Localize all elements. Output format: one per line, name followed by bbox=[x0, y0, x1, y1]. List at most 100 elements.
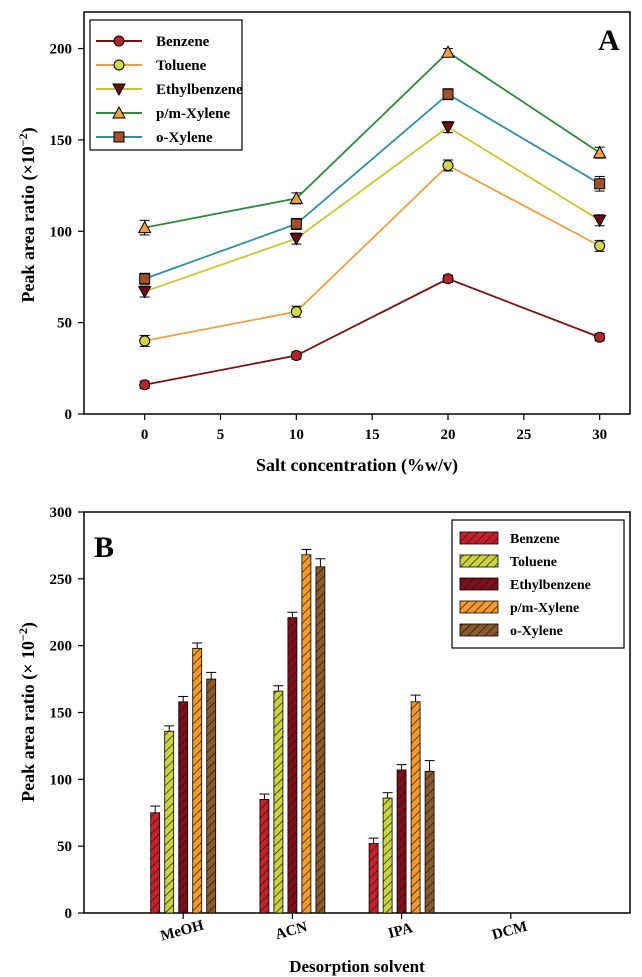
panel-a-y-axis-title-exponent: −2 bbox=[16, 133, 30, 146]
legend-swatch bbox=[459, 600, 499, 614]
bar-ethylbenzene bbox=[396, 769, 407, 914]
x-tick-label: IPA bbox=[387, 920, 415, 942]
bar-o-xylene bbox=[424, 770, 435, 914]
panel-a-label: A bbox=[598, 24, 620, 57]
series-toluene bbox=[139, 159, 606, 347]
bar-group-acn bbox=[259, 548, 326, 914]
data-point bbox=[441, 121, 455, 135]
x-tick-label: 15 bbox=[365, 427, 380, 443]
legend-label: Toluene bbox=[510, 555, 557, 570]
y-tick-label: 200 bbox=[50, 42, 73, 58]
bar-benzene bbox=[259, 798, 270, 914]
panel-b-x-axis-title: Desorption solvent bbox=[289, 957, 425, 976]
data-point bbox=[594, 240, 606, 252]
legend-label: Ethylbenzene bbox=[510, 578, 591, 593]
panel-a-legend: Benzene Toluene Ethylbenzene p/m-Xylene o-Xy… bbox=[89, 19, 243, 151]
data-point bbox=[289, 191, 304, 204]
legend-item-benzene: Benzene bbox=[459, 531, 560, 547]
panel-a-series bbox=[137, 45, 607, 391]
legend-label: o-Xylene bbox=[510, 624, 563, 639]
panel-b-y-axis-title-main: Peak area ratio (× 10 bbox=[18, 641, 39, 802]
data-point bbox=[592, 214, 607, 228]
panel-b-y-axis-title-exponent: −2 bbox=[16, 628, 30, 641]
bar-ethylbenzene bbox=[287, 617, 298, 914]
panel-a-y-axis-title-main: Peak area ratio (×10 bbox=[18, 146, 39, 302]
legend-item-benzene: Benzene bbox=[96, 34, 210, 50]
panel-a-x-axis-title: Salt concentration (%w/v) bbox=[256, 455, 458, 476]
bar-group-ipa bbox=[368, 694, 435, 914]
bar-benzene bbox=[368, 843, 379, 914]
x-tick-label: MeOH bbox=[159, 918, 206, 945]
x-tick-label: 30 bbox=[592, 427, 607, 443]
bar-p-m-xylene bbox=[192, 647, 203, 914]
data-point bbox=[290, 218, 302, 230]
series-line bbox=[144, 51, 601, 229]
legend-marker bbox=[112, 105, 126, 119]
data-point bbox=[594, 178, 606, 190]
data-point bbox=[442, 273, 454, 285]
legend-swatch bbox=[459, 531, 499, 545]
panel-a-plot-frame bbox=[83, 11, 631, 415]
data-point bbox=[290, 350, 302, 362]
bar-group-meoh bbox=[150, 642, 217, 914]
data-point bbox=[137, 220, 152, 234]
series-benzene bbox=[139, 273, 606, 391]
bar-o-xylene bbox=[315, 566, 326, 914]
legend-item-o-xylene: o-Xylene bbox=[96, 130, 213, 146]
y-tick-label: 100 bbox=[50, 772, 73, 788]
x-tick-label: 0 bbox=[141, 427, 149, 443]
panel-b-label: B bbox=[94, 531, 114, 564]
legend-label: Benzene bbox=[156, 34, 210, 50]
series-ethylbenzene bbox=[137, 121, 607, 299]
bar-toluene bbox=[273, 690, 284, 914]
legend-label: Ethylbenzene bbox=[156, 82, 243, 98]
data-point bbox=[139, 273, 151, 285]
y-tick-label: 50 bbox=[57, 316, 72, 332]
x-tick-label: 5 bbox=[217, 427, 225, 443]
panel-a-y-axis-title-close: ) bbox=[18, 127, 39, 133]
legend-swatch bbox=[459, 623, 499, 637]
y-tick-label: 0 bbox=[65, 906, 73, 922]
data-point bbox=[139, 335, 151, 347]
legend-label: o-Xylene bbox=[156, 130, 213, 146]
data-point bbox=[442, 88, 454, 100]
bar-ethylbenzene bbox=[178, 701, 189, 914]
panel-b-y-axis-title: Peak area ratio (× 10−2) bbox=[16, 622, 39, 802]
legend-item-ethylbenzene: Ethylbenzene bbox=[96, 82, 243, 98]
x-tick-label: 25 bbox=[516, 427, 531, 443]
data-point bbox=[442, 159, 454, 171]
series-o-xylene bbox=[139, 88, 606, 285]
series-line bbox=[144, 277, 600, 386]
panel-b: 0 50 100 150 200 250 300 MeOH ACN IPA DCM B Desorp… bbox=[16, 505, 631, 976]
bar-toluene bbox=[164, 730, 175, 914]
y-tick-label: 150 bbox=[50, 706, 73, 722]
y-tick-label: 200 bbox=[50, 639, 73, 655]
series-line bbox=[144, 126, 601, 293]
legend-item-ethylbenzene: Ethylbenzene bbox=[459, 577, 591, 593]
series-line bbox=[144, 93, 601, 280]
data-point bbox=[289, 233, 304, 246]
legend-label: p/m-Xylene bbox=[156, 106, 231, 122]
legend-item-p-m-xylene: p/m-Xylene bbox=[459, 600, 579, 616]
panel-b-legend-items: Benzene Toluene Ethylbenzene p/m-Xylene o-Xy… bbox=[459, 531, 591, 639]
legend-swatch bbox=[459, 577, 499, 591]
y-tick-label: 50 bbox=[57, 839, 72, 855]
panel-a-axes: 0 5 10 15 20 25 30 0 50 100 150 200 bbox=[50, 42, 608, 443]
legend-marker bbox=[113, 131, 125, 143]
legend-marker bbox=[113, 59, 125, 71]
y-tick-label: 0 bbox=[65, 407, 73, 423]
bar-toluene bbox=[382, 797, 393, 914]
bar-p-m-xylene bbox=[301, 554, 312, 914]
y-tick-label: 300 bbox=[50, 505, 73, 521]
y-tick-label: 150 bbox=[50, 133, 73, 149]
panel-b-legend: Benzene Toluene Ethylbenzene p/m-Xylene o-Xy… bbox=[451, 519, 625, 649]
data-point bbox=[137, 286, 152, 299]
series-line bbox=[144, 164, 601, 342]
panel-a: 0 5 10 15 20 25 30 0 50 100 150 200 A Salt concentr… bbox=[16, 11, 631, 476]
bar-p-m-xylene bbox=[410, 701, 421, 914]
panel-a-legend-items: Benzene Toluene Ethylbenzene p/m-Xylene o-Xy… bbox=[96, 34, 243, 146]
legend-item-toluene: Toluene bbox=[459, 554, 557, 570]
panel-b-y-axis-title-close: ) bbox=[18, 622, 39, 628]
panel-b-bars bbox=[150, 548, 435, 914]
legend-item-o-xylene: o-Xylene bbox=[459, 623, 563, 639]
